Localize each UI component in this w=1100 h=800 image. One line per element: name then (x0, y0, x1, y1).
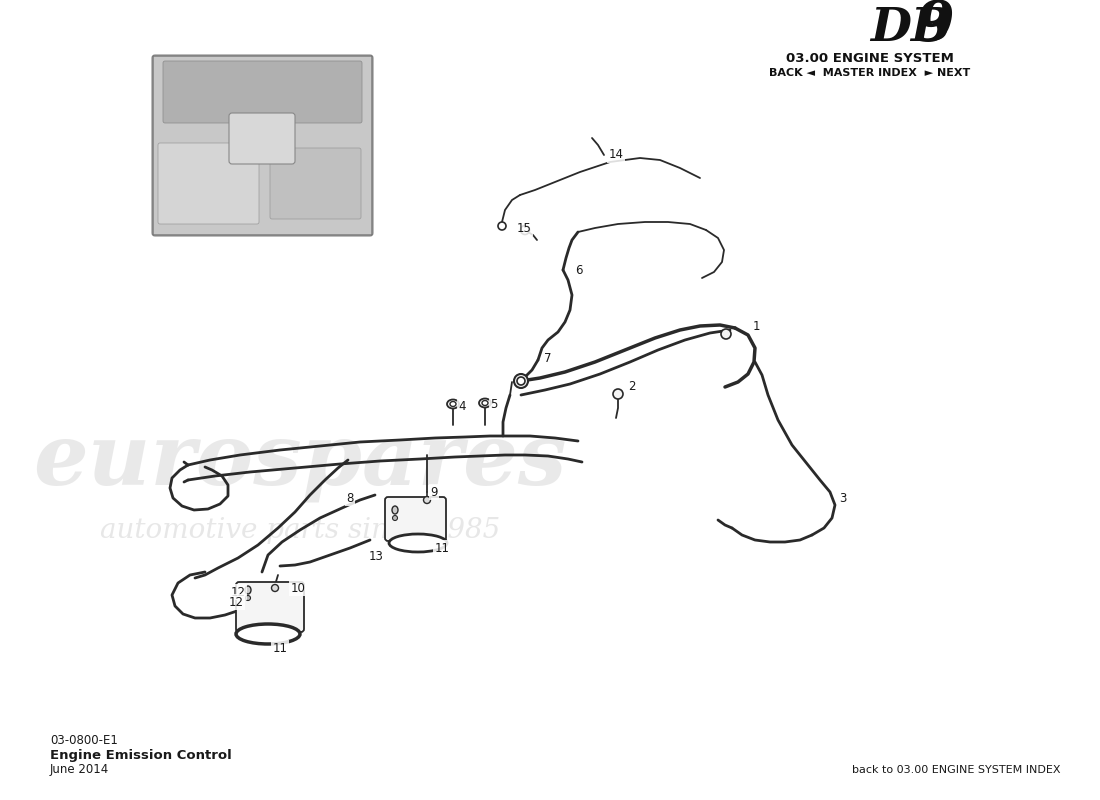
Text: eurospares: eurospares (33, 418, 566, 502)
Text: DB: DB (870, 5, 950, 51)
Ellipse shape (245, 586, 251, 594)
Text: 10: 10 (290, 582, 306, 594)
Text: 9: 9 (430, 486, 438, 498)
Text: 3: 3 (839, 491, 847, 505)
Text: 12: 12 (231, 586, 245, 598)
FancyBboxPatch shape (163, 61, 362, 123)
Ellipse shape (482, 401, 488, 406)
Text: 15: 15 (517, 222, 531, 234)
Ellipse shape (392, 506, 398, 514)
FancyBboxPatch shape (152, 55, 373, 236)
Ellipse shape (236, 624, 300, 644)
Ellipse shape (720, 329, 732, 339)
FancyBboxPatch shape (270, 148, 361, 219)
Ellipse shape (424, 497, 430, 503)
Text: Engine Emission Control: Engine Emission Control (50, 749, 232, 762)
Text: 03-0800-E1: 03-0800-E1 (50, 734, 118, 746)
Ellipse shape (393, 515, 397, 521)
Ellipse shape (613, 389, 623, 399)
Ellipse shape (520, 226, 529, 234)
Ellipse shape (245, 595, 251, 601)
Text: 9: 9 (916, 0, 955, 54)
FancyBboxPatch shape (236, 582, 304, 632)
Text: 5: 5 (491, 398, 497, 410)
Text: June 2014: June 2014 (50, 763, 109, 777)
Text: 8: 8 (346, 491, 354, 505)
Ellipse shape (272, 585, 278, 591)
Text: 13: 13 (368, 550, 384, 562)
Text: 03.00 ENGINE SYSTEM: 03.00 ENGINE SYSTEM (786, 51, 954, 65)
Ellipse shape (243, 627, 293, 641)
Text: 14: 14 (608, 149, 624, 162)
Text: 12: 12 (229, 595, 243, 609)
FancyBboxPatch shape (229, 113, 295, 164)
Text: 6: 6 (575, 263, 583, 277)
Text: 11: 11 (434, 542, 450, 554)
Text: automotive parts since 1985: automotive parts since 1985 (100, 517, 500, 543)
Ellipse shape (478, 398, 491, 407)
Ellipse shape (498, 222, 506, 230)
Text: 4: 4 (459, 399, 465, 413)
FancyBboxPatch shape (385, 497, 446, 541)
Ellipse shape (396, 538, 440, 549)
Text: 2: 2 (628, 381, 636, 394)
Ellipse shape (450, 402, 456, 406)
Ellipse shape (447, 399, 459, 409)
Text: 1: 1 (752, 319, 760, 333)
Text: back to 03.00 ENGINE SYSTEM INDEX: back to 03.00 ENGINE SYSTEM INDEX (851, 765, 1060, 775)
Ellipse shape (517, 377, 525, 385)
Ellipse shape (514, 374, 528, 388)
Text: BACK ◄  MASTER INDEX  ► NEXT: BACK ◄ MASTER INDEX ► NEXT (769, 68, 970, 78)
Ellipse shape (389, 534, 447, 552)
Text: 11: 11 (273, 642, 287, 654)
Text: 7: 7 (544, 351, 552, 365)
FancyBboxPatch shape (158, 143, 258, 224)
